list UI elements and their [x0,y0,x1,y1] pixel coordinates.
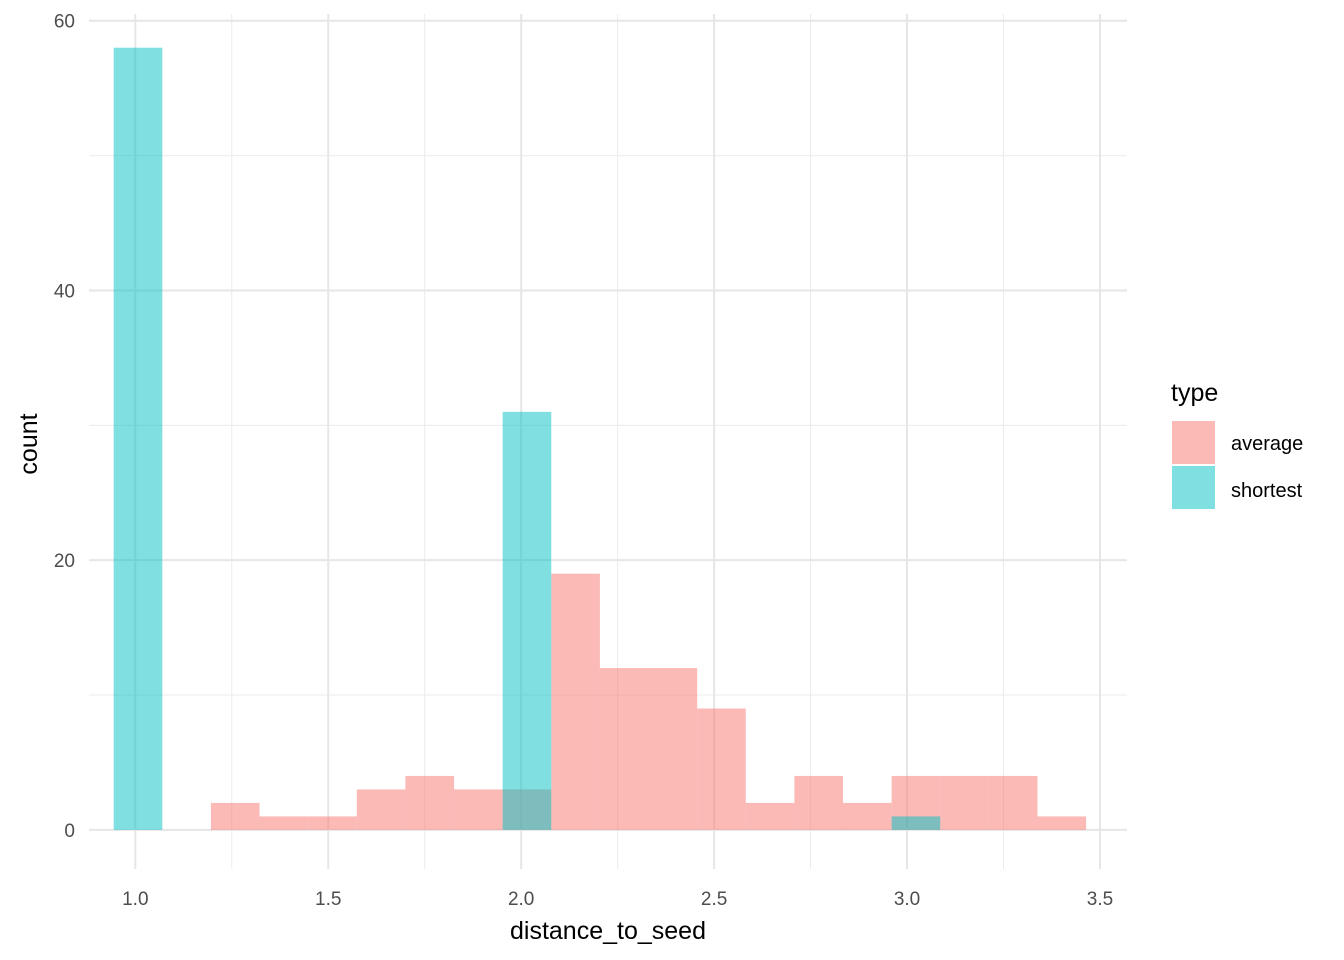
bar-shortest [502,411,552,830]
x-tick-label: 2.5 [701,889,727,910]
x-tick-label: 3.5 [1087,889,1113,910]
legend: type average shortest [1171,379,1303,509]
bar-average [648,668,698,830]
bar-average [551,573,600,830]
major-gridlines [89,14,1127,869]
legend-title: type [1171,379,1218,407]
bar-average [405,775,455,830]
bar-average [210,802,260,830]
x-tick-label: 3.0 [894,889,920,910]
x-axis-tick-labels: 1.0 1.5 2.0 2.5 3.0 3.5 [122,889,1113,910]
bar-average [940,775,989,830]
legend-label-shortest: shortest [1231,480,1303,502]
legend-label-average: average [1231,433,1303,455]
x-tick-label: 1.0 [122,889,148,910]
x-tick-label: 1.5 [315,889,341,910]
y-axis-title: count [15,413,43,474]
legend-swatch-average [1172,421,1215,464]
bar-average [745,802,795,830]
y-tick-label: 60 [54,12,75,33]
bar-shortest [891,816,941,830]
bar-average [697,708,746,830]
bar-shortest [113,47,163,830]
bar-average [599,668,649,830]
y-tick-label: 0 [64,821,75,842]
y-tick-label: 20 [54,551,75,572]
legend-swatch-shortest [1172,466,1215,509]
bar-average [1037,816,1087,830]
bar-average [842,802,892,830]
x-axis-title: distance_to_seed [510,917,706,945]
histogram-bars [113,47,1087,830]
bar-average [259,816,309,830]
y-tick-label: 40 [54,281,75,302]
x-tick-label: 2.0 [508,889,534,910]
bar-average [988,775,1038,830]
y-axis-tick-labels: 0 20 40 60 [54,12,75,842]
bar-average [794,775,843,830]
bar-average [454,789,503,830]
bar-average [356,789,406,830]
bar-average [308,816,357,830]
